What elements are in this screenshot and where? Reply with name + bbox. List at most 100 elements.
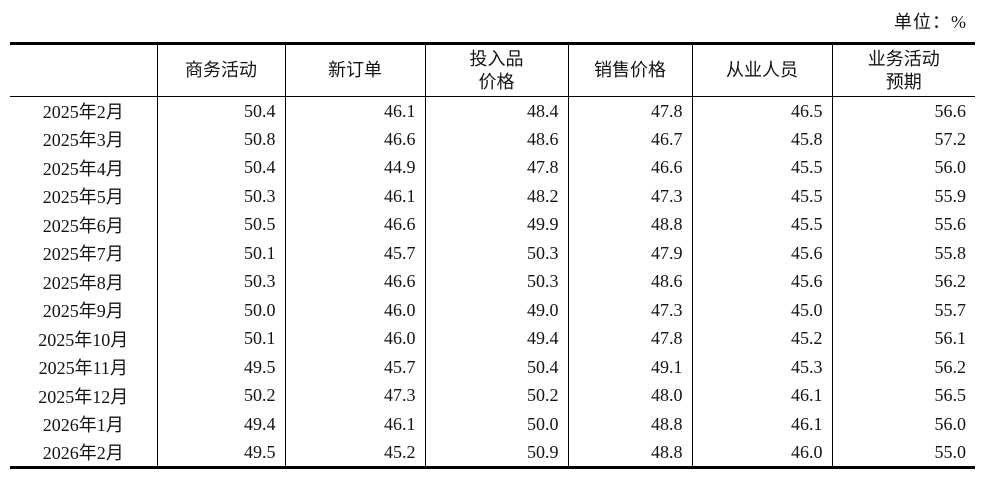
value-cell: 57.2 — [831, 125, 975, 154]
value-cell: 45.2 — [691, 324, 832, 353]
table-row: 2025年4月 50.4 44.9 47.8 46.6 45.5 56.0 — [10, 153, 975, 182]
value-cell: 48.6 — [567, 267, 692, 296]
period-cell: 2025年6月 — [42, 215, 124, 236]
value-cell: 49.9 — [424, 210, 568, 239]
value-cell: 48.0 — [567, 381, 692, 410]
period-cell: 2025年9月 — [42, 301, 124, 322]
value-cell: 47.3 — [567, 296, 692, 325]
value-cell: 50.2 — [156, 381, 285, 410]
value-cell: 45.8 — [691, 125, 832, 154]
value-cell: 49.4 — [424, 324, 568, 353]
value-cell: 55.6 — [831, 210, 975, 239]
table-row: 2026年1月 49.4 46.1 50.0 48.8 46.1 56.0 — [10, 410, 975, 439]
value-cell: 45.2 — [284, 438, 425, 467]
period-cell: 2025年12月 — [38, 386, 129, 407]
value-cell: 45.6 — [691, 267, 832, 296]
value-cell: 49.5 — [156, 353, 285, 382]
value-cell: 46.7 — [567, 125, 692, 154]
value-cell: 56.1 — [831, 324, 975, 353]
value-cell: 47.8 — [424, 153, 568, 182]
value-cell: 56.2 — [831, 353, 975, 382]
table-row: 2026年2月 49.5 45.2 50.9 48.8 46.0 55.0 — [10, 438, 975, 467]
value-cell: 45.3 — [691, 353, 832, 382]
value-cell: 46.6 — [567, 153, 692, 182]
value-cell: 46.1 — [284, 410, 425, 439]
column-header-label: 销售价格 — [594, 60, 666, 81]
column-header-label: 业务活动 — [867, 49, 940, 69]
period-cell: 2025年11月 — [38, 358, 128, 379]
period-cell: 2025年3月 — [42, 130, 124, 151]
column-header-label: 新订单 — [328, 60, 382, 81]
value-cell: 48.8 — [567, 210, 692, 239]
value-cell: 47.3 — [284, 381, 425, 410]
value-cell: 50.4 — [424, 353, 568, 382]
table-row: 2025年8月 50.3 46.6 50.3 48.6 45.6 56.2 — [10, 267, 975, 296]
column-header-label: 商务活动 — [185, 60, 257, 81]
value-cell: 49.4 — [156, 410, 285, 439]
table-row: 2025年9月 50.0 46.0 49.0 47.3 45.0 55.7 — [10, 296, 975, 325]
column-header-label: 投入品 — [469, 49, 524, 69]
value-cell: 48.8 — [567, 438, 692, 467]
period-cell: 2025年8月 — [42, 272, 124, 293]
value-cell: 46.1 — [284, 182, 425, 211]
value-cell: 45.6 — [691, 239, 832, 268]
value-cell: 46.5 — [691, 96, 832, 125]
value-cell: 47.8 — [567, 324, 692, 353]
period-cell: 2025年2月 — [42, 102, 124, 122]
column-header-business-activity: 商务活动 — [156, 43, 285, 97]
table-row: 2025年7月 50.1 45.7 50.3 47.9 45.6 55.8 — [10, 239, 975, 268]
value-cell: 50.0 — [424, 410, 568, 439]
value-cell: 45.5 — [691, 210, 832, 239]
value-cell: 50.3 — [424, 267, 568, 296]
value-cell: 45.7 — [284, 353, 425, 382]
value-cell: 56.6 — [831, 96, 975, 125]
value-cell: 50.3 — [424, 239, 568, 268]
value-cell: 45.7 — [284, 239, 425, 268]
table-row: 2025年5月 50.3 46.1 48.2 47.3 45.5 55.9 — [10, 182, 975, 211]
value-cell: 45.5 — [691, 182, 832, 211]
value-cell: 56.0 — [831, 153, 975, 182]
corner-cell — [10, 43, 157, 97]
value-cell: 55.9 — [831, 182, 975, 211]
value-cell: 50.3 — [156, 267, 285, 296]
column-header-label: 从业人员 — [726, 60, 798, 81]
table-row: 2025年11月 49.5 45.7 50.4 49.1 45.3 56.2 — [10, 353, 975, 382]
period-cell: 2026年2月 — [42, 443, 124, 463]
column-header-input-prices: 投入品 价格 — [424, 43, 568, 97]
column-header-new-orders: 新订单 — [284, 43, 425, 97]
table-row: 2025年10月 50.1 46.0 49.4 47.8 45.2 56.1 — [10, 324, 975, 353]
unit-label: 单位：% — [894, 12, 967, 32]
value-cell: 55.0 — [831, 438, 975, 467]
value-cell: 50.4 — [156, 96, 285, 125]
value-cell: 50.1 — [156, 324, 285, 353]
value-cell: 55.7 — [831, 296, 975, 325]
value-cell: 50.9 — [424, 438, 568, 467]
value-cell: 55.8 — [831, 239, 975, 268]
value-cell: 50.0 — [156, 296, 285, 325]
value-cell: 48.2 — [424, 182, 568, 211]
value-cell: 46.6 — [284, 125, 425, 154]
value-cell: 56.0 — [831, 410, 975, 439]
value-cell: 56.2 — [831, 267, 975, 296]
value-cell: 50.2 — [424, 381, 568, 410]
value-cell: 48.4 — [424, 96, 568, 125]
value-cell: 46.0 — [691, 438, 832, 467]
value-cell: 50.5 — [156, 210, 285, 239]
value-cell: 45.0 — [691, 296, 832, 325]
table-row: 2025年2月 50.4 46.1 48.4 47.8 46.5 56.6 — [10, 96, 975, 125]
period-cell: 2025年10月 — [38, 329, 129, 350]
value-cell: 48.6 — [424, 125, 568, 154]
period-cell: 2025年7月 — [42, 244, 124, 265]
column-header-label-line2: 价格 — [478, 71, 515, 92]
value-cell: 46.6 — [284, 210, 425, 239]
table-row: 2025年3月 50.8 46.6 48.6 46.7 45.8 57.2 — [10, 125, 975, 154]
value-cell: 46.1 — [691, 410, 832, 439]
value-cell: 47.9 — [567, 239, 692, 268]
value-cell: 56.5 — [831, 381, 975, 410]
column-header-label-line2: 预期 — [885, 71, 922, 92]
value-cell: 47.3 — [567, 182, 692, 211]
value-cell: 50.8 — [156, 125, 285, 154]
period-cell: 2025年5月 — [42, 187, 124, 208]
value-cell: 49.5 — [156, 438, 285, 467]
value-cell: 45.5 — [691, 153, 832, 182]
